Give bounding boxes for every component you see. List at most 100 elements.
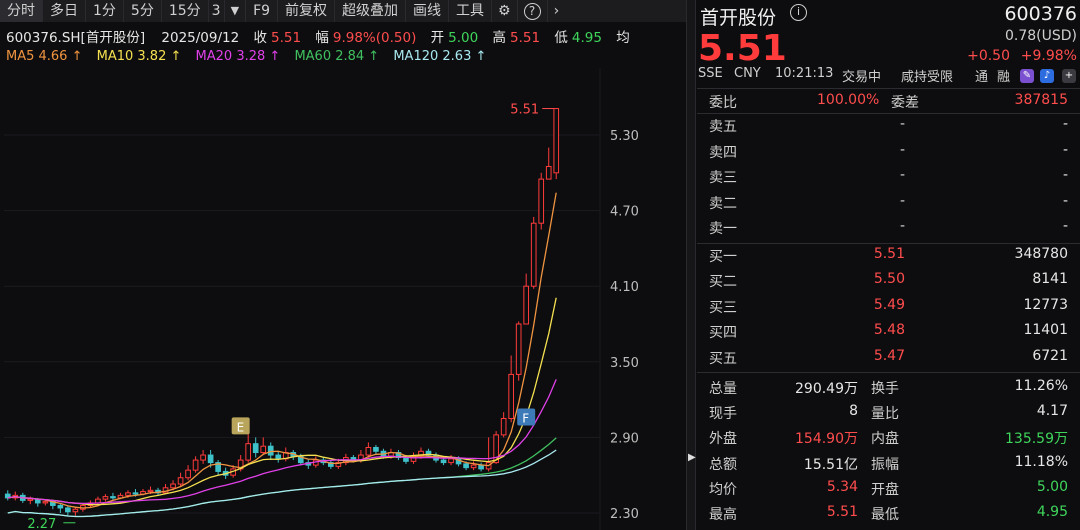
candle-body bbox=[545, 166, 552, 180]
candle-body bbox=[365, 446, 372, 456]
draw-button[interactable]: 画线 bbox=[406, 0, 450, 22]
candle-body bbox=[57, 504, 64, 509]
price-change-pct: +9.98% bbox=[1020, 48, 1077, 64]
candle-body bbox=[508, 373, 514, 419]
order-price: 5.49 bbox=[873, 296, 905, 313]
stat-label: 最低 bbox=[871, 507, 899, 523]
order-price: - bbox=[899, 167, 905, 183]
order-level-label: 卖一 bbox=[709, 221, 737, 237]
candle-body bbox=[65, 507, 71, 513]
tools-button[interactable]: 工具 bbox=[449, 0, 493, 22]
ma5-label: MA5 4.66 ↑ bbox=[6, 49, 83, 64]
help-icon[interactable]: ? bbox=[518, 0, 548, 22]
ma20-line bbox=[7, 379, 557, 505]
order-volume: - bbox=[1062, 218, 1068, 234]
order-row-sell[interactable]: 卖五 - - bbox=[697, 116, 1080, 138]
candle-body bbox=[335, 462, 342, 467]
order-row-buy[interactable]: 买四 5.48 11401 bbox=[697, 322, 1080, 344]
currency-label: CNY bbox=[734, 66, 761, 81]
low-label: 低 bbox=[554, 30, 568, 46]
candle-body bbox=[252, 443, 259, 454]
stat-value: 15.51亿 bbox=[803, 456, 858, 473]
order-level-label: 买五 bbox=[709, 350, 737, 367]
order-row-sell[interactable]: 卖四 - - bbox=[697, 142, 1080, 164]
candle-body bbox=[215, 462, 221, 472]
pencil-icon[interactable]: ✎ bbox=[1017, 67, 1034, 83]
candle-body bbox=[538, 178, 545, 224]
order-volume: - bbox=[1062, 141, 1068, 158]
gear-icon[interactable]: ⚙ bbox=[492, 0, 518, 22]
order-level-label: 买三 bbox=[709, 299, 737, 316]
order-level-label: 卖二 bbox=[709, 195, 737, 212]
tab-multiday[interactable]: 多日 bbox=[43, 0, 86, 22]
tab-timeshare[interactable]: 分时 bbox=[0, 0, 43, 22]
candle-body bbox=[523, 285, 530, 325]
stat-label: 均价 bbox=[709, 481, 737, 498]
tab-5min[interactable]: 5分 bbox=[124, 0, 162, 22]
tab-1min[interactable]: 1分 bbox=[86, 0, 124, 22]
y-tick-label: 4.70 bbox=[610, 205, 639, 220]
stat-value: 8 bbox=[849, 403, 858, 420]
stat-label: 总额 bbox=[709, 456, 737, 473]
y-tick-label: 5.30 bbox=[610, 129, 639, 144]
overlay-button[interactable]: 超级叠加 bbox=[335, 0, 407, 22]
stat-label: 换手 bbox=[871, 381, 899, 397]
fq-button[interactable]: 前复权 bbox=[278, 0, 336, 22]
wb-label: 委比 bbox=[709, 95, 737, 111]
range-value: 9.98%(0.50) bbox=[332, 30, 417, 46]
low-value: 4.95 bbox=[571, 30, 602, 46]
order-row-buy[interactable]: 买二 5.50 8141 bbox=[697, 271, 1080, 293]
add-icon[interactable]: + bbox=[1059, 67, 1076, 83]
event-marker-f bbox=[517, 408, 536, 426]
stat-value: 4.17 bbox=[1036, 403, 1068, 420]
order-price: 5.51 bbox=[873, 245, 905, 262]
event-marker-text: E bbox=[237, 420, 245, 434]
order-row-sell[interactable]: 卖三 - - bbox=[697, 167, 1080, 189]
stats-row: 现手 8 量比 4.17 bbox=[697, 403, 1080, 425]
tab-15min[interactable]: 15分 bbox=[162, 0, 209, 22]
panel-divider[interactable]: ▶ bbox=[686, 0, 696, 530]
order-row-buy[interactable]: 买一 5.51 348780 bbox=[697, 246, 1080, 268]
order-price: 5.50 bbox=[873, 271, 905, 287]
tab-more-periods[interactable]: 3 bbox=[209, 0, 225, 22]
stat-label: 内盘 bbox=[871, 431, 899, 448]
open-label: 开 bbox=[430, 30, 445, 46]
order-price: - bbox=[899, 141, 905, 158]
quote-panel: 首开股份 i 600376 5.51 0.78(USD) +0.50 +9.98… bbox=[697, 0, 1080, 530]
order-row-buy[interactable]: 买三 5.49 12773 bbox=[697, 297, 1080, 319]
period-dropdown-icon[interactable]: ▼ bbox=[225, 0, 247, 22]
stat-label: 现手 bbox=[709, 406, 737, 423]
order-price: 5.47 bbox=[873, 347, 905, 364]
stat-value: 135.59万 bbox=[1005, 431, 1068, 448]
stat-value: 11.18% bbox=[1014, 453, 1068, 470]
restrict-label: 咸持受限 bbox=[901, 70, 954, 85]
candlestick-chart[interactable]: 5.30 4.70 4.10 3.50 2.90 2.30 5.51 2.27 E F bbox=[0, 68, 686, 530]
candle-body bbox=[515, 323, 522, 375]
bell-icon[interactable]: ♪ bbox=[1037, 67, 1054, 83]
f9-button[interactable]: F9 bbox=[246, 0, 279, 22]
info-circle-icon[interactable]: i bbox=[790, 4, 807, 21]
candle-body bbox=[275, 454, 282, 460]
ma20-label: MA20 3.28 ↑ bbox=[195, 49, 281, 64]
candle-body bbox=[207, 454, 214, 464]
stats-row: 外盘 154.90万 内盘 135.59万 bbox=[697, 428, 1080, 450]
chevron-right-icon[interactable]: › bbox=[553, 3, 560, 19]
open-value: 5.00 bbox=[448, 30, 479, 46]
date-label: 2025/09/12 bbox=[161, 30, 240, 46]
y-tick-label: 4.10 bbox=[610, 280, 639, 295]
ma10-label: MA10 3.82 ↑ bbox=[96, 49, 182, 64]
collapse-arrow-icon[interactable]: ▶ bbox=[688, 452, 696, 463]
order-row-sell[interactable]: 卖一 - - bbox=[697, 218, 1080, 240]
order-row-sell[interactable]: 卖二 - - bbox=[697, 193, 1080, 215]
wc-label: 委差 bbox=[891, 95, 919, 111]
stats-row: 最高 5.51 最低 4.95 bbox=[697, 504, 1080, 526]
candle-body bbox=[493, 434, 499, 464]
order-row-buy[interactable]: 买五 5.47 6721 bbox=[697, 348, 1080, 370]
order-level-label: 买二 bbox=[709, 274, 737, 290]
wc-value: 387815 bbox=[1014, 92, 1068, 108]
stat-value: 5.34 bbox=[826, 478, 858, 495]
ma10-line bbox=[7, 297, 557, 506]
ma60-label: MA60 2.84 ↑ bbox=[294, 49, 380, 64]
trading-status: 交易中 bbox=[842, 70, 882, 85]
stats-row: 总额 15.51亿 振幅 11.18% bbox=[697, 454, 1080, 476]
